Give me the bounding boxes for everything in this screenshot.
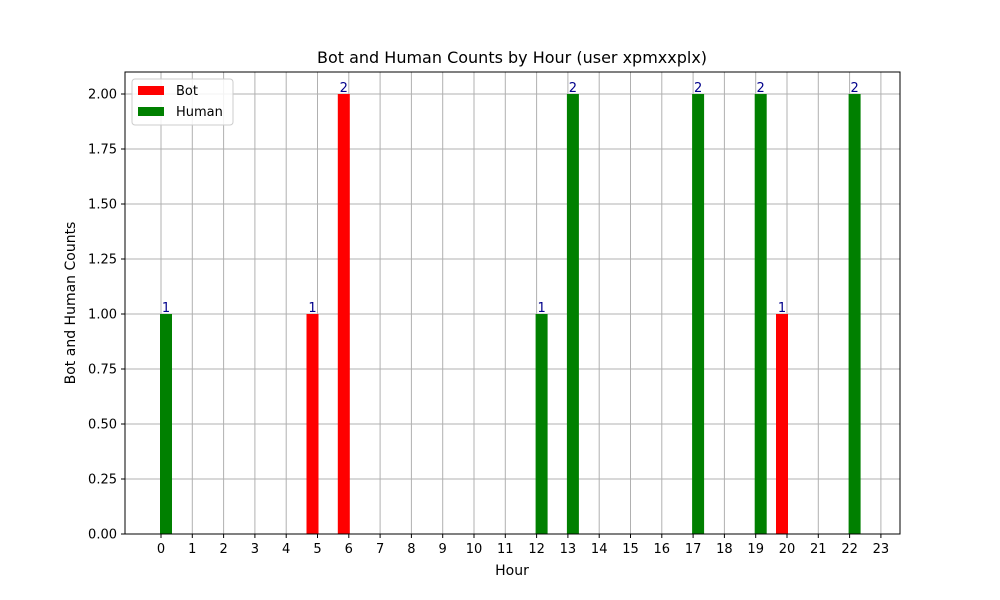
legend-swatch-human — [138, 107, 164, 116]
y-tick-label: 0.25 — [88, 473, 117, 488]
x-tick-label: 3 — [251, 542, 259, 557]
data-label-bot-hour-20: 1 — [778, 301, 786, 316]
x-tick-label: 15 — [622, 542, 639, 557]
y-tick-label: 0.75 — [88, 363, 117, 378]
x-tick-label: 17 — [685, 542, 702, 557]
y-axis-label: Bot and Human Counts — [63, 222, 79, 385]
x-tick-label: 9 — [439, 542, 447, 557]
bar-bot-hour-20 — [776, 314, 788, 534]
data-label-human-hour-19: 2 — [757, 81, 765, 96]
y-tick-label: 0.00 — [88, 528, 117, 543]
x-tick-label: 22 — [841, 542, 858, 557]
legend-label-human: Human — [176, 105, 223, 120]
data-label-human-hour-17: 2 — [694, 81, 702, 96]
legend-swatch-bot — [138, 86, 164, 95]
data-label-human-hour-13: 2 — [569, 81, 577, 96]
y-tick-label: 1.25 — [88, 253, 117, 268]
plot-frame — [124, 71, 901, 535]
bar-human-hour-0 — [160, 314, 172, 534]
x-tick-label: 0 — [157, 542, 165, 557]
chart-title: Bot and Human Counts by Hour (user xpmxx… — [317, 48, 707, 67]
data-label-human-hour-22: 2 — [850, 81, 858, 96]
y-tick-label: 0.50 — [88, 418, 117, 433]
y-tick-label: 1.00 — [88, 308, 117, 323]
bar-human-hour-22 — [848, 94, 861, 534]
data-label-bot-hour-6: 2 — [340, 81, 348, 96]
x-tick-label: 14 — [591, 542, 608, 557]
bar-bot-hour-5 — [306, 314, 319, 534]
x-tick-label: 21 — [810, 542, 827, 557]
x-tick-label: 13 — [560, 542, 577, 557]
data-label-human-hour-0: 1 — [162, 301, 170, 316]
x-axis-label: Hour — [495, 563, 529, 579]
x-tick-label: 2 — [219, 542, 227, 557]
legend-label-bot: Bot — [176, 84, 198, 99]
x-ticks: 0 1 2 3 4 5 6 7 8 9 10 11 12 13 14 15 16 17 18 19 20 21 22 23 — [157, 534, 889, 557]
x-tick-label: 23 — [873, 542, 890, 557]
bar-human-hour-12 — [535, 314, 548, 534]
y-tick-label: 1.50 — [88, 198, 117, 213]
x-tick-label: 10 — [466, 542, 483, 557]
x-tick-label: 11 — [497, 542, 514, 557]
bars — [160, 94, 861, 534]
legend: Bot Human — [131, 78, 234, 126]
x-tick-label: 6 — [345, 542, 353, 557]
x-tick-label: 8 — [407, 542, 415, 557]
x-tick-label: 12 — [528, 542, 545, 557]
data-label-human-hour-12: 1 — [537, 301, 545, 316]
x-tick-label: 18 — [716, 542, 733, 557]
data-labels: 1 2 1 1 1 2 2 2 2 — [162, 81, 859, 316]
x-tick-label: 1 — [188, 542, 196, 557]
x-tick-label: 5 — [313, 542, 321, 557]
x-tick-label: 16 — [654, 542, 671, 557]
bar-human-hour-19 — [754, 94, 767, 534]
bar-human-hour-13 — [566, 94, 579, 534]
y-tick-label: 2.00 — [88, 88, 117, 103]
x-tick-label: 20 — [779, 542, 796, 557]
bar-human-hour-17 — [692, 94, 705, 534]
x-tick-label: 19 — [747, 542, 764, 557]
y-tick-label: 1.75 — [88, 143, 117, 158]
data-label-bot-hour-5: 1 — [308, 301, 316, 316]
y-ticks: 0.00 0.25 0.50 0.75 1.00 1.25 1.50 1.75 2.00 — [88, 88, 125, 543]
x-tick-label: 4 — [282, 542, 290, 557]
x-tick-label: 7 — [376, 542, 384, 557]
bar-bot-hour-6 — [337, 94, 350, 534]
